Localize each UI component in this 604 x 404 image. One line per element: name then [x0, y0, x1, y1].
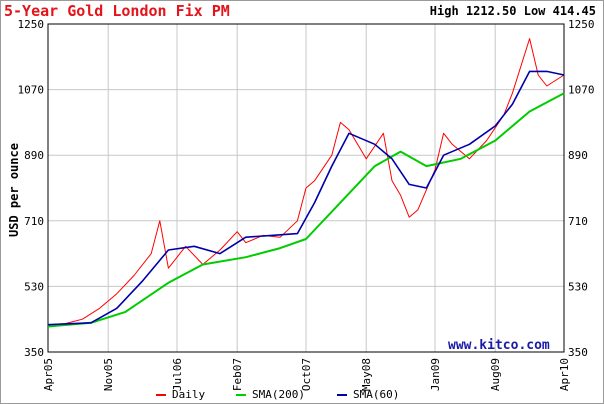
- x-tick-label: Apr10: [558, 358, 571, 391]
- legend-label-sma200: SMA(200): [252, 388, 305, 401]
- x-tick-label: Aug09: [489, 358, 502, 391]
- y-tick-label-left: 1250: [18, 18, 45, 31]
- low-value: 414.45: [552, 4, 596, 18]
- high-low-readout: High 1212.50 Low 414.45: [430, 4, 596, 18]
- x-tick-label: Apr05: [42, 358, 55, 391]
- y-tick-label-right: 1070: [568, 84, 595, 97]
- high-label: High: [429, 4, 459, 18]
- x-tick-label: Jul06: [171, 358, 184, 391]
- series-layer: [47, 38, 565, 328]
- series-line-daily: [47, 38, 565, 326]
- y-tick-label-left: 710: [24, 215, 44, 228]
- legend-swatch-sma60: [337, 394, 347, 396]
- y-tick-label-right: 710: [568, 215, 588, 228]
- legend-label-daily: Daily: [172, 388, 206, 401]
- high-value: 1212.50: [465, 4, 517, 18]
- x-tick-label: Feb07: [231, 358, 244, 391]
- y-tick-label-left: 530: [24, 280, 44, 293]
- x-tick-label: Oct07: [300, 358, 313, 391]
- y-tick-label-right: 1250: [568, 18, 595, 31]
- legend-swatch-daily: [156, 394, 166, 396]
- series-line-sma60: [47, 70, 565, 326]
- x-tick-label: Jan09: [429, 358, 442, 391]
- legend-item-sma200: SMA(200): [236, 388, 305, 401]
- legend-item-daily: Daily: [156, 388, 205, 401]
- legend-label-sma60: SMA(60): [353, 388, 400, 401]
- series-line-sma200: [47, 92, 565, 328]
- y-axis-label: USD per ounce: [7, 143, 21, 237]
- x-tick-label: May08: [360, 358, 373, 391]
- y-tick-label-right: 890: [568, 149, 588, 162]
- y-tick-label-right: 530: [568, 280, 588, 293]
- low-label: Low: [523, 4, 546, 18]
- legend-item-sma60: SMA(60): [337, 388, 399, 401]
- legend-swatch-sma200: [236, 394, 246, 396]
- y-tick-label-left: 1070: [18, 84, 45, 97]
- chart-title: 5-Year Gold London Fix PM: [4, 2, 230, 20]
- axis-layer: 350 350 530 530 710 710 890 890 1070 1070 1250 1250…: [18, 18, 595, 391]
- legend: Daily SMA(200) SMA(60): [0, 388, 604, 402]
- y-tick-label-right: 350: [568, 346, 588, 359]
- x-tick-label: Nov05: [102, 358, 115, 391]
- plot-border: [47, 23, 565, 353]
- y-tick-label-left: 890: [24, 149, 44, 162]
- y-tick-label-left: 350: [24, 346, 44, 359]
- watermark: www.kitco.com: [448, 338, 550, 353]
